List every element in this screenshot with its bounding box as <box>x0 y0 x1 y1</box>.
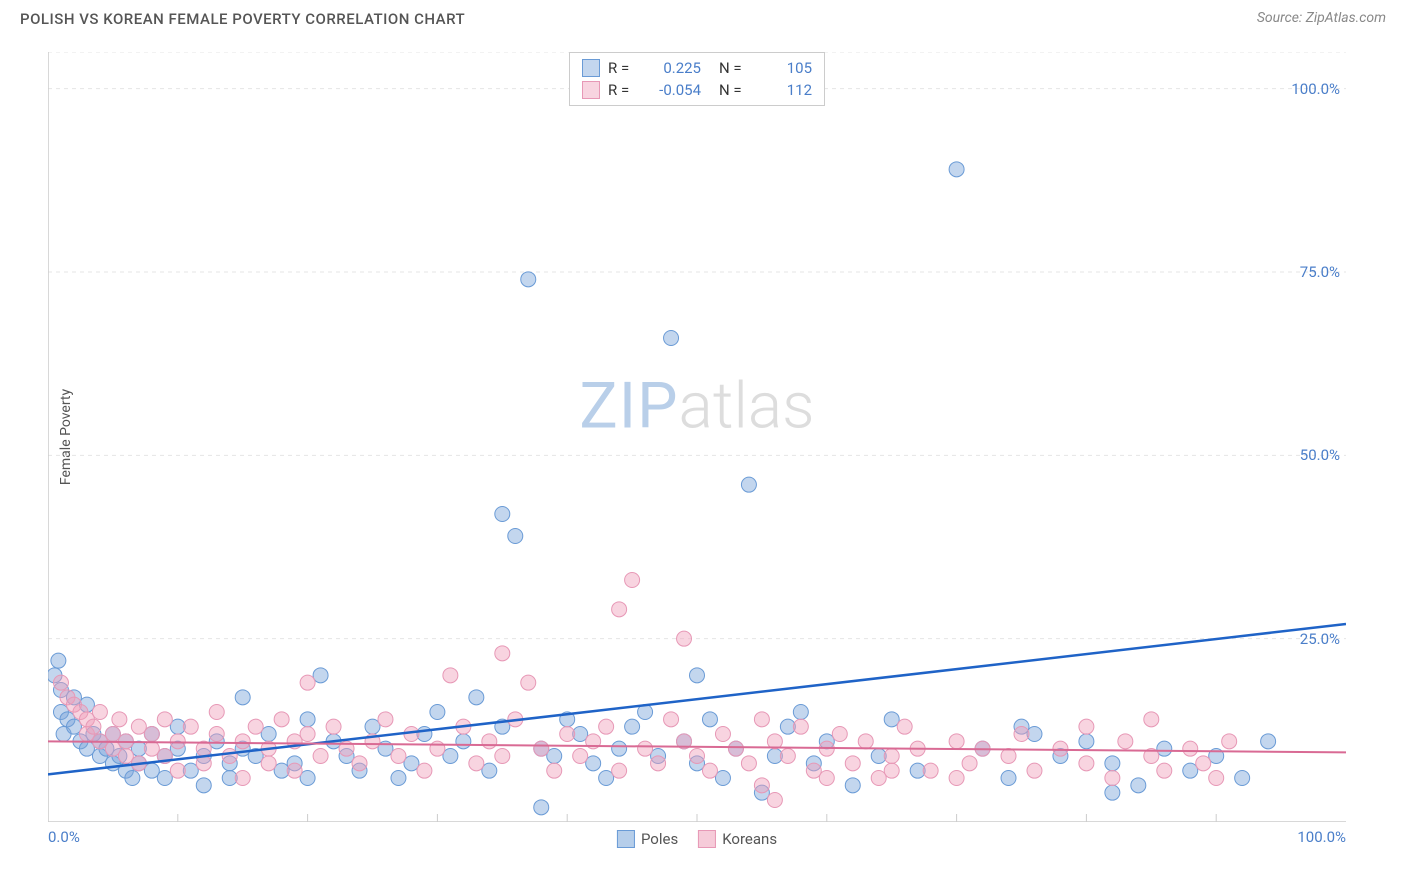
legend-n-label: N = <box>719 59 749 77</box>
legend-swatch <box>698 830 716 848</box>
scatter-plot <box>48 52 1346 822</box>
legend-swatch <box>582 59 600 77</box>
chart-title: POLISH VS KOREAN FEMALE POVERTY CORRELAT… <box>20 10 465 28</box>
legend-n-label: N = <box>719 81 749 99</box>
x-tick-label: 100.0% <box>1297 828 1346 846</box>
correlation-legend: R = 0.225 N = 105 R = -0.054 N = 112 <box>569 52 825 106</box>
y-tick-label: 75.0% <box>1300 263 1340 281</box>
legend-r-label: R = <box>608 81 638 99</box>
legend-swatch <box>582 81 600 99</box>
legend-n-value: 112 <box>757 81 812 99</box>
legend-swatch <box>617 830 635 848</box>
y-tick-label: 25.0% <box>1300 630 1340 648</box>
chart-area: Female Poverty ZIPatlas R =0.225N =105R … <box>48 52 1346 822</box>
series-legend: Poles Koreans <box>617 830 777 848</box>
chart-source: Source: ZipAtlas.com <box>1257 10 1386 26</box>
legend-row: R = 0.225 N = 105 <box>582 57 812 79</box>
y-tick-label: 100.0% <box>1291 80 1340 98</box>
y-tick-label: 50.0% <box>1300 446 1340 464</box>
legend-r-label: R = <box>608 59 638 77</box>
x-tick-label: 0.0% <box>48 828 80 846</box>
legend-row: R = -0.054 N = 112 <box>582 79 812 101</box>
legend-series-label: Koreans <box>722 830 777 848</box>
legend-series-label: Poles <box>641 830 678 848</box>
legend-r-value: 0.225 <box>646 59 701 77</box>
legend-r-value: -0.054 <box>646 81 701 99</box>
legend-series-item: Koreans <box>698 830 777 848</box>
legend-n-value: 105 <box>757 59 812 77</box>
legend-series-item: Poles <box>617 830 678 848</box>
